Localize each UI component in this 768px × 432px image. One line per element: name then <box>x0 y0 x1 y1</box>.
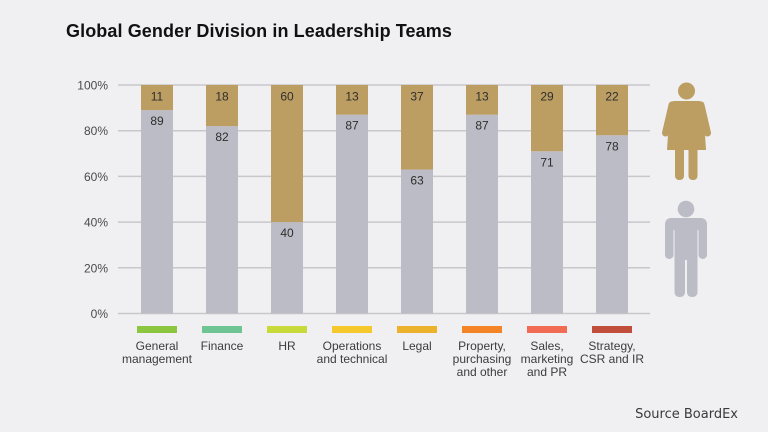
category-color-swatch <box>137 326 177 333</box>
x-category-label: Finance <box>201 339 244 353</box>
data-label-men: 40 <box>280 226 294 240</box>
y-tick-label: 80% <box>84 124 108 138</box>
category-color-swatch <box>267 326 307 333</box>
data-label-men: 82 <box>215 130 229 144</box>
bar-segment-men <box>141 110 173 314</box>
x-category-label-line: management <box>122 352 193 366</box>
y-tick-label: 40% <box>84 216 108 230</box>
y-tick-label: 20% <box>84 261 108 275</box>
category-color-swatch <box>527 326 567 333</box>
bar-segment-men <box>466 114 498 314</box>
data-label-women: 11 <box>151 90 164 104</box>
gridlines <box>118 84 650 315</box>
data-label-women: 37 <box>410 90 424 104</box>
bar-segment-women <box>596 85 628 136</box>
bar-segment-women <box>141 85 173 111</box>
x-category-label: Legal <box>402 339 431 353</box>
y-tick-label: 100% <box>77 79 108 93</box>
x-category-label: Operations and technical <box>317 339 388 366</box>
bar-segment-women <box>466 85 498 115</box>
x-category-label: Property, purchasing and other <box>453 339 512 379</box>
data-label-women: 13 <box>345 90 359 104</box>
category-color-swatch <box>202 326 242 333</box>
data-label-women: 13 <box>475 90 489 104</box>
x-category-label-line: Operations <box>323 339 382 353</box>
bar-segment-men <box>531 151 563 314</box>
x-category-label-line: and technical <box>317 352 388 366</box>
y-axis-tick-labels: 0% 20% 40% 60% 80% 100% <box>77 79 108 322</box>
data-label-women: 22 <box>605 90 619 104</box>
x-category-label-line: CSR and IR <box>580 352 644 366</box>
bar-segment-women <box>401 85 433 170</box>
source-credit: Source BoardEx <box>635 407 738 422</box>
bar-segment-men <box>336 114 368 314</box>
x-category-label: HR <box>278 339 296 353</box>
category-color-swatch <box>462 326 502 333</box>
x-category-label-line: Legal <box>402 339 431 353</box>
bar-segment-women <box>336 85 368 115</box>
bar-segment-men <box>206 126 238 314</box>
x-category-label-line: and other <box>457 365 508 379</box>
data-label-men: 87 <box>475 119 489 133</box>
female-figure-icon <box>662 82 711 180</box>
category-color-swatch <box>397 326 437 333</box>
data-label-men: 78 <box>605 139 619 153</box>
data-label-men: 87 <box>345 119 359 133</box>
data-label-men: 71 <box>540 155 554 169</box>
x-category-label-line: Property, <box>458 339 506 353</box>
y-tick-label: 0% <box>91 307 109 321</box>
data-label-men: 89 <box>150 114 164 128</box>
bar-segment-women <box>271 85 303 223</box>
x-category-label-line: marketing <box>521 352 574 366</box>
male-figure-icon <box>665 200 707 297</box>
data-label-women: 60 <box>280 90 294 104</box>
data-label-men: 63 <box>410 174 424 188</box>
x-category-label: Strategy, CSR and IR <box>580 339 644 366</box>
bar-segment-women <box>531 85 563 152</box>
category-color-swatch <box>332 326 372 333</box>
data-label-women: 29 <box>540 90 554 104</box>
x-category-label: Sales, marketing and PR <box>521 339 574 379</box>
x-category-label-line: HR <box>278 339 296 353</box>
data-label-women: 18 <box>215 90 229 104</box>
category-color-swatch <box>592 326 632 333</box>
x-category-label-line: Finance <box>201 339 244 353</box>
data-labels: 11 89 18 82 60 40 13 87 37 63 13 87 29 71 22 78 <box>150 90 619 241</box>
x-category-label-line: purchasing <box>453 352 512 366</box>
x-category-label-line: Strategy, <box>588 339 635 353</box>
bar-segment-men <box>271 222 303 314</box>
x-category-label: General management <box>122 339 193 366</box>
bars <box>141 85 628 314</box>
x-category-label-line: General <box>136 339 179 353</box>
chart-title: Global Gender Division in Leadership Tea… <box>66 21 452 41</box>
bar-segment-men <box>596 135 628 314</box>
x-category-label-line: Sales, <box>530 339 563 353</box>
x-category-label-line: and PR <box>527 365 567 379</box>
bar-segment-women <box>206 85 238 127</box>
y-tick-label: 60% <box>84 170 108 184</box>
bar-segment-men <box>401 169 433 314</box>
